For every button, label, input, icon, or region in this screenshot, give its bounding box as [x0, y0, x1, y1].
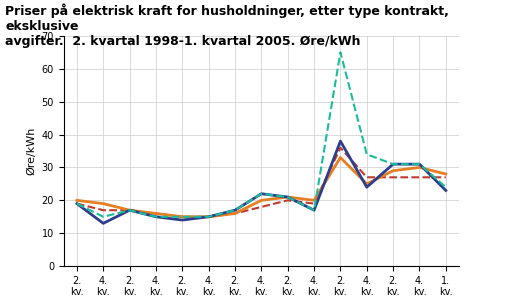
Andre fast-
priskontrakter: [415, 166, 421, 169]
Variabel pris (ikke
tilknyttet elspot): [442, 185, 448, 189]
Andre fast-
priskontrakter: [442, 172, 448, 176]
Andre fast-
priskontrakter: [232, 212, 238, 215]
1-års fast-
priskontrakter: [310, 202, 317, 205]
Variabel pris (ikke
tilknyttet elspot): [415, 162, 421, 166]
Line: 1-års fast-
priskontrakter: 1-års fast- priskontrakter: [77, 148, 445, 217]
Variabel pris (ikke
tilknyttet elspot): [310, 208, 317, 212]
1-års fast-
priskontrakter: [153, 212, 159, 215]
Kontrakter til-
knyttet elspotprisen: [153, 215, 159, 219]
Variabel pris (ikke
tilknyttet elspot): [100, 215, 106, 219]
1-års fast-
priskontrakter: [258, 205, 264, 209]
Variabel pris (ikke
tilknyttet elspot): [337, 51, 343, 54]
Line: Kontrakter til-
knyttet elspotprisen: Kontrakter til- knyttet elspotprisen: [77, 141, 445, 223]
Variabel pris (ikke
tilknyttet elspot): [363, 152, 369, 156]
Variabel pris (ikke
tilknyttet elspot): [205, 215, 211, 219]
1-års fast-
priskontrakter: [100, 208, 106, 212]
Kontrakter til-
knyttet elspotprisen: [100, 222, 106, 225]
Line: Variabel pris (ikke
tilknyttet elspot): Variabel pris (ikke tilknyttet elspot): [77, 52, 445, 217]
Kontrakter til-
knyttet elspotprisen: [179, 218, 185, 222]
Variabel pris (ikke
tilknyttet elspot): [153, 215, 159, 219]
Text: Priser på elektrisk kraft for husholdninger, etter type kontrakt, eksklusive
avg: Priser på elektrisk kraft for husholdnin…: [5, 3, 448, 48]
1-års fast-
priskontrakter: [337, 146, 343, 150]
Kontrakter til-
knyttet elspotprisen: [363, 185, 369, 189]
1-års fast-
priskontrakter: [126, 208, 132, 212]
Andre fast-
priskontrakter: [153, 212, 159, 215]
Kontrakter til-
knyttet elspotprisen: [74, 202, 80, 205]
Variabel pris (ikke
tilknyttet elspot): [74, 202, 80, 205]
Andre fast-
priskontrakter: [179, 215, 185, 219]
Kontrakter til-
knyttet elspotprisen: [389, 162, 395, 166]
Variabel pris (ikke
tilknyttet elspot): [179, 215, 185, 219]
Andre fast-
priskontrakter: [337, 156, 343, 159]
Variabel pris (ikke
tilknyttet elspot): [258, 192, 264, 196]
Kontrakter til-
knyttet elspotprisen: [415, 162, 421, 166]
1-års fast-
priskontrakter: [415, 176, 421, 179]
Andre fast-
priskontrakter: [100, 202, 106, 205]
1-års fast-
priskontrakter: [284, 199, 290, 202]
Andre fast-
priskontrakter: [310, 199, 317, 202]
Kontrakter til-
knyttet elspotprisen: [205, 215, 211, 219]
1-års fast-
priskontrakter: [232, 212, 238, 215]
Kontrakter til-
knyttet elspotprisen: [310, 208, 317, 212]
Variabel pris (ikke
tilknyttet elspot): [126, 208, 132, 212]
Andre fast-
priskontrakter: [363, 182, 369, 186]
Kontrakter til-
knyttet elspotprisen: [232, 208, 238, 212]
Variabel pris (ikke
tilknyttet elspot): [232, 208, 238, 212]
Kontrakter til-
knyttet elspotprisen: [258, 192, 264, 196]
Andre fast-
priskontrakter: [74, 199, 80, 202]
Variabel pris (ikke
tilknyttet elspot): [284, 195, 290, 199]
1-års fast-
priskontrakter: [205, 215, 211, 219]
1-års fast-
priskontrakter: [179, 215, 185, 219]
Line: Andre fast-
priskontrakter: Andre fast- priskontrakter: [77, 158, 445, 217]
Y-axis label: Øre/kWh: Øre/kWh: [26, 127, 36, 175]
Kontrakter til-
knyttet elspotprisen: [442, 189, 448, 192]
Andre fast-
priskontrakter: [126, 208, 132, 212]
1-års fast-
priskontrakter: [389, 176, 395, 179]
Andre fast-
priskontrakter: [258, 199, 264, 202]
Variabel pris (ikke
tilknyttet elspot): [389, 162, 395, 166]
1-års fast-
priskontrakter: [442, 176, 448, 179]
Andre fast-
priskontrakter: [205, 215, 211, 219]
Kontrakter til-
knyttet elspotprisen: [126, 208, 132, 212]
Kontrakter til-
knyttet elspotprisen: [337, 139, 343, 143]
1-års fast-
priskontrakter: [74, 202, 80, 205]
Andre fast-
priskontrakter: [389, 169, 395, 173]
Kontrakter til-
knyttet elspotprisen: [284, 195, 290, 199]
Andre fast-
priskontrakter: [284, 195, 290, 199]
1-års fast-
priskontrakter: [363, 176, 369, 179]
